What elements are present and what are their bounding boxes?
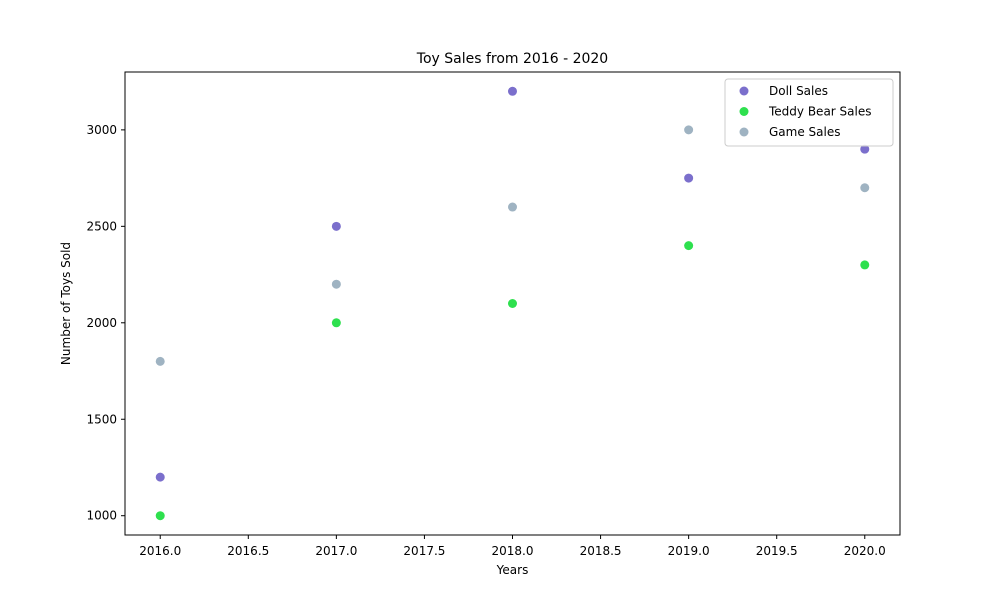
- data-point-doll-sales: [155, 472, 165, 482]
- legend-marker: [739, 86, 749, 96]
- legend-marker: [739, 107, 749, 116]
- x-tick-label: 2019.0: [668, 544, 710, 558]
- series-doll-sales: [155, 86, 870, 482]
- x-axis-label: Years: [496, 563, 529, 577]
- x-tick-label: 2016.5: [227, 544, 269, 558]
- x-axis: 2016.0 2016.5 2017.0 2017.5 2018.0 2018.5 2019…: [139, 535, 886, 558]
- data-point-teddy-bear-sales: [331, 318, 341, 328]
- series-teddy-bear-sales: [155, 241, 870, 521]
- series-game-sales: [155, 125, 870, 366]
- y-tick-label: 2500: [86, 219, 117, 233]
- data-point-teddy-bear-sales: [155, 511, 165, 521]
- data-point-game-sales: [508, 202, 517, 212]
- legend-box: [724, 78, 894, 147]
- data-point-game-sales: [684, 125, 694, 135]
- data-point-game-sales: [155, 356, 165, 366]
- data-point-doll-sales: [684, 173, 694, 183]
- x-tick-label: 2018.0: [492, 544, 534, 558]
- y-tick-label: 2000: [86, 316, 117, 330]
- data-point-teddy-bear-sales: [684, 241, 694, 251]
- data-point-game-sales: [331, 279, 341, 289]
- legend-label: Game Sales: [769, 125, 840, 139]
- x-tick-label: 2020.0: [844, 544, 886, 558]
- legend: Doll Sales Teddy Bear Sales Game Sales: [724, 78, 894, 147]
- data-point-teddy-bear-sales: [860, 260, 870, 270]
- y-tick-label: 3000: [86, 123, 117, 137]
- data-point-teddy-bear-sales: [508, 299, 517, 308]
- data-point-game-sales: [860, 183, 870, 193]
- legend-marker: [739, 127, 749, 137]
- y-axis: 1000 1500 2000 2500 3000: [86, 123, 125, 523]
- y-tick-label: 1500: [86, 412, 117, 426]
- x-tick-label: 2019.5: [756, 544, 798, 558]
- y-tick-label: 1000: [86, 509, 117, 523]
- y-axis-label: Number of Toys Sold: [59, 242, 73, 365]
- legend-label: Teddy Bear Sales: [768, 105, 871, 119]
- x-tick-label: 2018.5: [580, 544, 622, 558]
- x-tick-label: 2017.0: [315, 544, 357, 558]
- data-point-doll-sales: [508, 86, 517, 96]
- legend-label: Doll Sales: [769, 84, 828, 98]
- chart-title: Toy Sales from 2016 - 2020: [416, 51, 608, 67]
- data-point-doll-sales: [860, 144, 870, 154]
- data-points: [155, 86, 870, 521]
- x-tick-label: 2017.5: [403, 544, 445, 558]
- data-point-doll-sales: [331, 221, 341, 231]
- x-tick-label: 2016.0: [139, 544, 181, 558]
